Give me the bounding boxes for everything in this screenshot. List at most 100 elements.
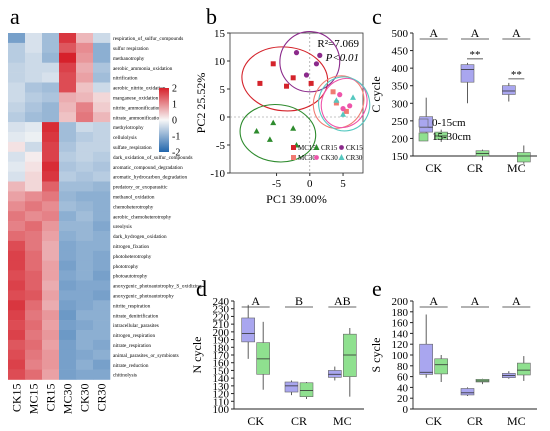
x-tick-label: MC [507,414,526,428]
legend-marker [314,155,319,160]
group-letter: A [471,26,480,40]
x-tick-label: CR [467,414,483,428]
y-tick-label: 400 [392,63,409,75]
heatmap-cell [8,112,26,123]
heatmap-row-label: intracellular_parasites [113,323,159,329]
y-tick-label: 100 [213,404,230,416]
heatmap-cell [76,280,94,291]
heatmap-cell [8,240,26,252]
heatmap-row-label: sulfur respiration [113,45,149,52]
heatmap-cell [59,92,77,103]
heatmap-cell [76,221,94,232]
heatmap-cell [93,33,111,44]
y-tick-label: 20 [397,393,409,405]
heatmap-row-label: methanol_oxidation [113,195,155,201]
y-axis-label: PC2 25.52% [194,73,208,134]
heatmap-cell [76,359,94,370]
n-cycle-panel: 1001101201301401501601701801902002102202… [190,294,364,428]
heatmap-cell [25,72,43,83]
heatmap-row-label: anoxygenic_photoautotrophy [113,294,174,300]
heatmap-cell [76,151,94,162]
legend-swatch [418,118,429,128]
heatmap-cell [42,339,60,351]
heatmap-cell [42,250,60,261]
heatmap-cell [76,240,94,252]
scatter-point [253,128,260,134]
heatmap-column-label: CK15 [10,384,24,413]
heatmap-cell [59,349,77,360]
heatmap-cell [42,33,60,44]
x-tick-label: MC [333,414,352,428]
heatmap-row-label: aerobic_ammonia_oxidation [113,66,173,72]
y-tick-label: 300 [392,98,409,110]
heatmap-cell [93,52,111,63]
heatmap-cell [59,161,77,172]
heatmap-cell [93,320,111,331]
x-tick-label: 5 [340,178,346,190]
y-tick-label: 150 [392,151,409,163]
x-tick-label: CK [425,414,442,428]
heatmap-cell [76,42,94,54]
color-scale-tick-label: -1 [172,132,180,143]
heatmap-cell [93,240,111,252]
heatmap-cell [76,310,94,321]
scatter-point [333,100,339,106]
heatmap-cell [8,310,26,321]
heatmap-cell [8,72,26,83]
heatmap-cell [93,141,111,153]
legend-label: CK30 [321,154,338,162]
heatmap-column-label: MC15 [27,384,41,415]
heatmap-cell [8,82,26,93]
heatmap-cell [25,141,43,153]
heatmap-cell [8,260,26,271]
heatmap-cell [59,201,77,212]
y-tick-label: 140 [213,373,230,385]
heatmap-cell [93,211,111,222]
heatmap-cell [8,221,26,232]
heatmap-cell [59,62,77,73]
scatter-point [347,103,353,109]
scatter-point [313,61,320,67]
scatter-point [266,136,273,142]
x-tick-label: MC [507,161,526,175]
heatmap-cell [25,201,43,212]
heatmap-cell [25,161,43,172]
heatmap-row-label: animal_parasites_or_symbionts [113,353,179,359]
group-letter: A [251,294,260,308]
y-tick-label: 5 [220,84,226,96]
heatmap-cell [42,260,60,271]
legend-label: CR30 [346,154,363,162]
y-tick-label: -5 [216,140,226,152]
heatmap-cell [93,310,111,321]
heatmap-cell [76,161,94,172]
y-tick-label: 60 [397,372,409,384]
heatmap-cell [59,290,77,301]
heatmap-row-label: phototrophy [113,264,139,270]
heatmap-cell [25,300,43,311]
heatmap-cell [8,33,26,44]
heatmap-row-label: predatory_or_exoparasitic [113,185,168,191]
heatmap-cell [76,330,94,341]
y-tick-label: 130 [213,381,230,393]
heatmap-row-label: anoxygenic_photoautotrophy_S_oxidizing [113,284,202,290]
heatmap-cell [59,240,77,252]
scatter-point [303,72,310,78]
heatmap-cell [93,201,111,212]
y-tick-label: 100 [392,350,409,362]
heatmap-cell [25,112,43,123]
heatmap-cell [93,151,111,162]
p-value-annotation: P<0.01 [325,52,359,64]
color-scale-tick-label: -2 [172,148,180,159]
y-tick-label: 150 [213,365,230,377]
heatmap-cell [76,250,94,261]
heatmap-cell [25,102,43,113]
y-tick-label: 0 [403,404,409,416]
heatmap-cell [42,369,60,380]
heatmap-cell [76,300,94,311]
heatmap-cell [25,359,43,370]
heatmap-cell [42,270,60,281]
heatmap-cell [8,102,26,113]
heatmap-cell [8,132,26,143]
